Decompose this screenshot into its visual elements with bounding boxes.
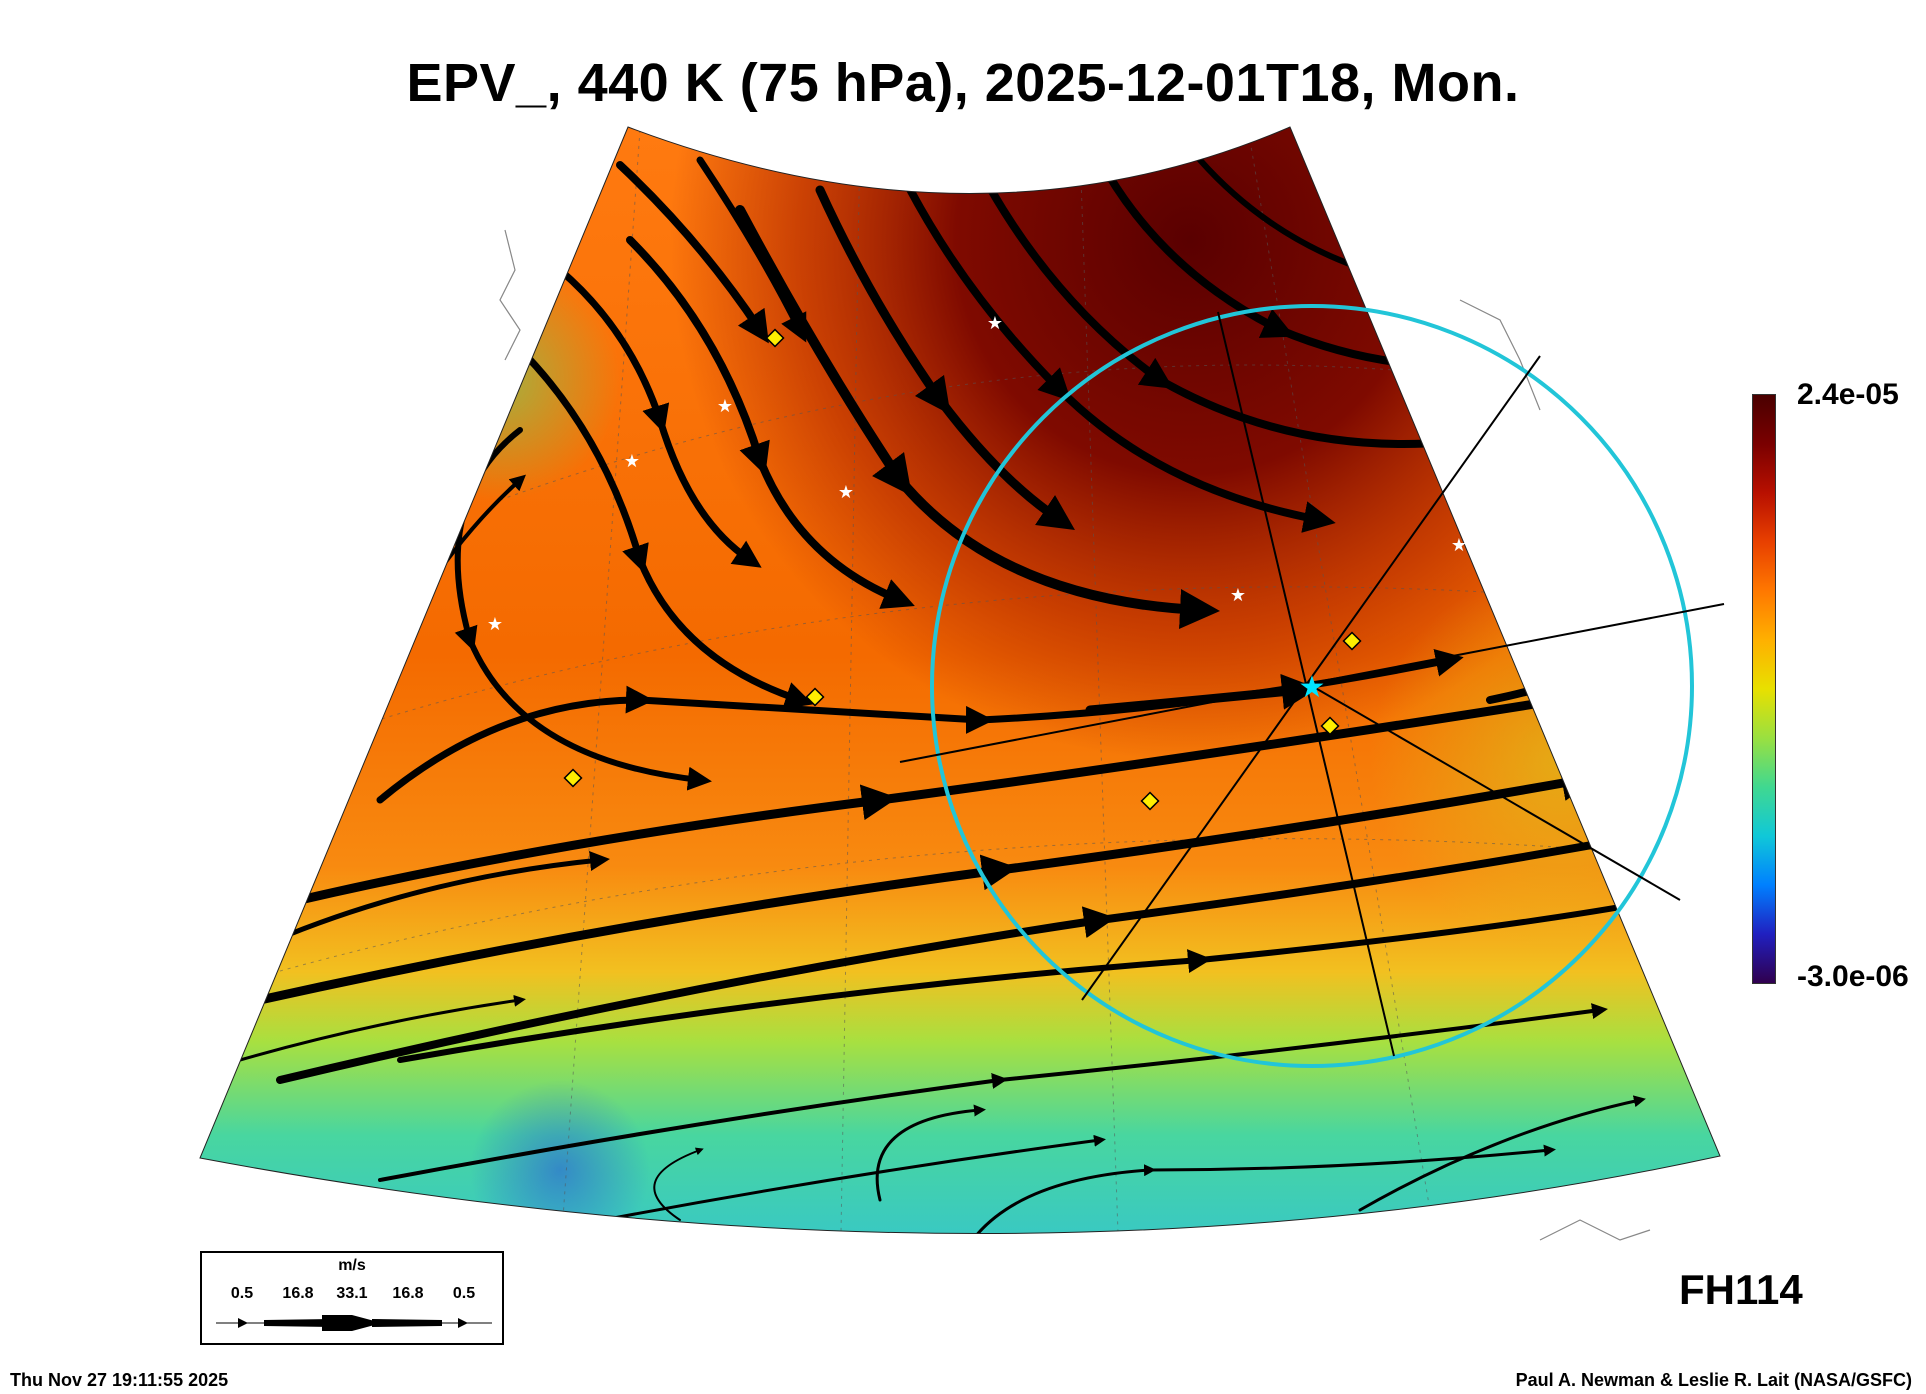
legend-value-4: 16.8	[392, 1285, 424, 1302]
legend-value-5: 0.5	[452, 1285, 476, 1302]
streamline-20	[397, 890, 1672, 1063]
streamline-30	[238, 994, 526, 1062]
station-star-2: ★	[717, 396, 733, 416]
legend-value-1: 0.5	[230, 1285, 254, 1302]
station-star-1: ★	[987, 313, 1003, 333]
diamond-marker-5	[1320, 716, 1340, 736]
streamline-10	[735, 205, 1220, 629]
streamline-1	[616, 161, 769, 344]
diamond-markers	[563, 328, 1362, 811]
map-border	[199, 126, 1721, 1234]
diamond-marker-6	[1140, 791, 1160, 811]
focus-star-marker: ★	[1299, 671, 1326, 704]
colorbar	[1752, 394, 1776, 984]
legend-unit: m/s	[338, 1257, 366, 1274]
epv-field	[200, 127, 1720, 1234]
legend-value-3: 33.1	[336, 1285, 368, 1302]
streamline-9	[626, 236, 915, 609]
colorbar-min-label: -3.0e-06	[1797, 960, 1909, 993]
coastline-outside	[499, 229, 1651, 1241]
credit-line: Paul A. Newman & Leslie R. Lait (NASA/GS…	[1515, 1370, 1912, 1390]
streamline-27	[875, 1104, 986, 1202]
station-star-5: ★	[487, 614, 503, 634]
streamline-29	[653, 1147, 704, 1221]
streamline-18	[255, 765, 1598, 1005]
streamline-26	[958, 1144, 1556, 1234]
streamline-19	[276, 827, 1636, 1084]
legend-value-2: 16.8	[282, 1285, 314, 1302]
streamline-17	[295, 685, 1578, 905]
station-star-4: ★	[838, 482, 854, 502]
timestamp: Thu Nov 27 19:11:55 2025	[10, 1370, 229, 1390]
diamond-marker-1	[765, 328, 785, 348]
streamline-5	[976, 166, 1486, 458]
streamline-8	[556, 266, 762, 568]
diamond-marker-2	[805, 687, 825, 707]
streamline-24	[378, 1003, 1608, 1182]
streamline-4	[896, 166, 1336, 533]
station-star-7: ★	[1451, 535, 1467, 555]
diamond-marker-4	[1342, 631, 1362, 651]
station-markers: ★ ★ ★ ★ ★ ★ ★	[487, 313, 1467, 634]
wind-speed-legend: m/s 0.5 16.8 33.1 16.8 0.5	[200, 1251, 504, 1345]
streamline-15	[298, 475, 468, 602]
streamline-28	[1358, 1095, 1646, 1212]
focus-region	[899, 304, 1725, 1068]
colorbar-max-label: 2.4e-05	[1797, 378, 1899, 411]
diamond-marker-3	[563, 768, 583, 788]
station-star-6: ★	[1230, 585, 1246, 605]
forecast-hour-label: FH114	[1679, 1266, 1803, 1313]
streamline-22	[1085, 673, 1318, 715]
station-star-3: ★	[624, 451, 640, 471]
map-title: EPV_, 440 K (75 hPa), 2025-12-01T18, Mon…	[406, 53, 1520, 113]
legend-arrow-sample	[216, 1315, 492, 1331]
